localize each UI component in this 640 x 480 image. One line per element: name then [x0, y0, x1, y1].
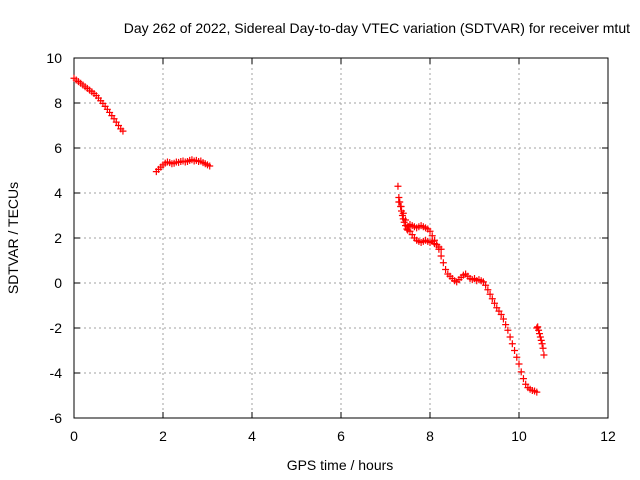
data-point — [437, 245, 445, 253]
data-point — [504, 326, 512, 334]
data-point — [397, 203, 405, 210]
data-point — [394, 182, 402, 190]
y-tick-label: 2 — [54, 230, 62, 246]
data-point — [402, 216, 410, 224]
data-point — [517, 368, 525, 376]
data-point — [538, 340, 546, 348]
series-arc-1 — [70, 74, 127, 135]
series-arc-2 — [152, 156, 214, 176]
data-point — [511, 347, 519, 354]
y-axis-label: SDTVAR / TECUs — [5, 182, 21, 294]
data-point — [442, 266, 450, 273]
series-arc-3 — [394, 182, 541, 396]
data-point — [488, 295, 496, 303]
series-arc-4 — [533, 323, 548, 359]
data-point — [395, 198, 403, 206]
y-tick-label: -6 — [50, 410, 63, 426]
data-point — [535, 330, 543, 338]
data-point — [491, 299, 499, 307]
x-tick-label: 10 — [511, 428, 527, 444]
x-tick-label: 0 — [70, 428, 78, 444]
data-points — [70, 74, 548, 396]
data-point — [404, 223, 412, 231]
grid-lines — [74, 58, 608, 418]
axis-ticks — [73, 57, 609, 419]
data-point — [119, 127, 127, 135]
data-point — [437, 252, 445, 260]
data-point — [399, 209, 407, 217]
data-point — [536, 333, 544, 341]
y-tick-labels: -6 -4 -2 0 2 4 6 8 10 — [46, 50, 62, 426]
data-point — [506, 333, 514, 341]
x-tick-label: 12 — [600, 428, 616, 444]
data-point — [508, 340, 516, 348]
data-point — [539, 344, 547, 352]
y-tick-label: 6 — [54, 140, 62, 156]
y-tick-label: -2 — [50, 320, 63, 336]
data-point — [206, 162, 214, 170]
y-tick-label: 0 — [54, 275, 62, 291]
x-tick-labels: 0 2 4 6 8 10 12 — [70, 428, 616, 444]
x-tick-label: 2 — [159, 428, 167, 444]
x-tick-label: 8 — [426, 428, 434, 444]
data-point — [482, 281, 490, 289]
data-point — [540, 351, 548, 359]
data-point — [439, 259, 447, 267]
data-point — [486, 290, 494, 298]
data-point — [519, 375, 527, 383]
x-tick-label: 4 — [248, 428, 256, 444]
x-tick-label: 6 — [337, 428, 345, 444]
data-point — [499, 315, 507, 323]
data-point — [484, 286, 492, 294]
chart-title: Day 262 of 2022, Sidereal Day-to-day VTE… — [124, 20, 630, 36]
data-point — [534, 323, 542, 331]
series-arc-3-lower — [395, 198, 445, 253]
data-point — [537, 336, 545, 344]
y-tick-label: -4 — [50, 365, 63, 381]
data-point — [497, 311, 505, 318]
data-point — [426, 227, 434, 235]
data-point — [513, 353, 521, 361]
data-point — [535, 326, 543, 334]
data-point — [533, 388, 541, 396]
y-tick-label: 10 — [46, 50, 62, 66]
x-axis-label: GPS time / hours — [287, 457, 394, 473]
data-point — [502, 321, 510, 329]
y-tick-label: 4 — [54, 185, 62, 201]
data-point — [515, 360, 523, 368]
y-tick-label: 8 — [54, 95, 62, 111]
